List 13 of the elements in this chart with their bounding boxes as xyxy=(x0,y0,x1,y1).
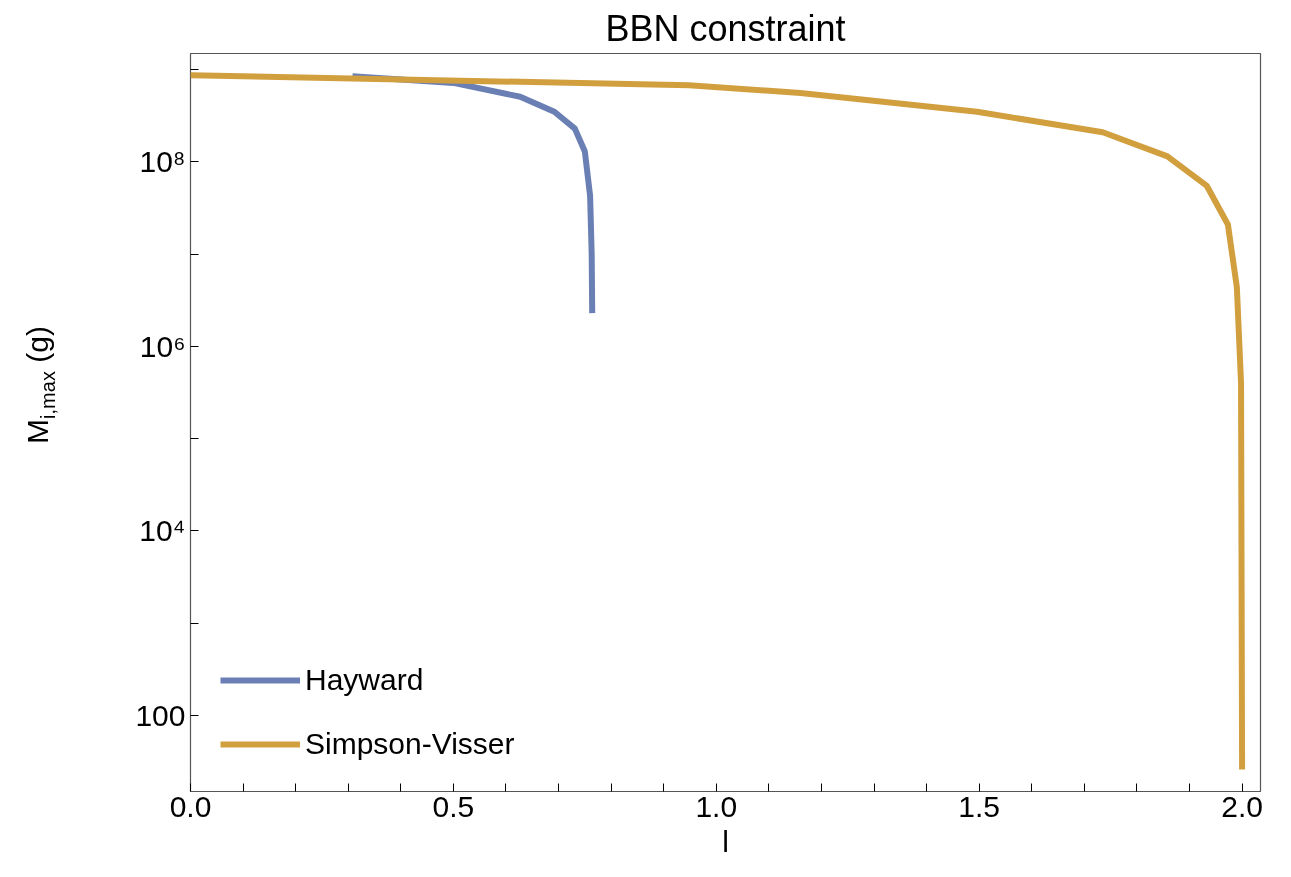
y-tick-label: 100 xyxy=(135,698,186,732)
y-tick-label: 10⁶ xyxy=(139,329,186,363)
y-tick-label: 10⁴ xyxy=(139,514,186,548)
x-tick-label: 2.0 xyxy=(1221,789,1263,823)
y-tick-label: 10⁸ xyxy=(139,145,186,179)
x-tick-label: 1.0 xyxy=(695,789,738,823)
x-tick-label: 0.5 xyxy=(432,789,475,823)
legend-label: Hayward xyxy=(305,663,424,697)
legend-label: Simpson-Visser xyxy=(305,727,515,761)
x-tick-label: 0.0 xyxy=(169,789,212,823)
x-axis-title: l xyxy=(722,824,729,858)
chart-title: BBN constraint xyxy=(605,7,846,49)
x-tick-label: 1.5 xyxy=(958,789,1001,823)
